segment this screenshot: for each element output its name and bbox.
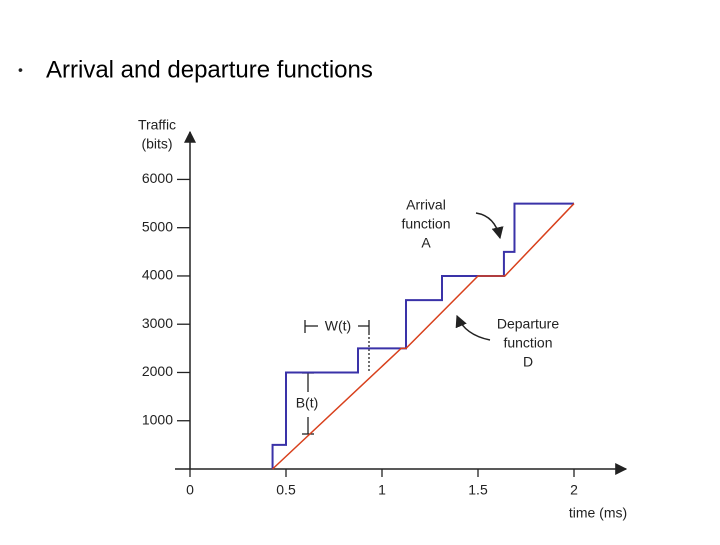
annotation: B(t) — [296, 395, 319, 411]
y-tick-label: 2000 — [142, 363, 173, 379]
y-tick-label: 6000 — [142, 170, 173, 186]
x-tick-label: 1.5 — [468, 482, 488, 498]
y-tick-label: 3000 — [142, 315, 173, 331]
series-annotation: function — [503, 335, 552, 351]
slide-title: Arrival and departure functions — [46, 56, 373, 83]
w-bracket — [304, 320, 370, 373]
series-annotation: Arrival — [406, 197, 446, 213]
y-tick-label: 5000 — [142, 218, 173, 234]
bullet: • — [18, 62, 23, 78]
series-line — [272, 203, 575, 470]
series-annotation: D — [523, 354, 533, 370]
x-tick-label: 2 — [570, 482, 578, 498]
y-tick-label: 1000 — [142, 411, 173, 427]
series-annotation: A — [421, 235, 431, 251]
y-axis-label: (bits) — [141, 136, 172, 152]
x-tick-label: 0.5 — [276, 482, 296, 498]
series-annotation: Departure — [497, 316, 559, 332]
annotation: W(t) — [325, 318, 351, 334]
series-annotation: function — [401, 216, 450, 232]
y-axis-label: Traffic — [138, 117, 176, 133]
series-line — [271, 202, 574, 469]
y-tick-label: 4000 — [142, 267, 173, 283]
x-tick-label: 1 — [378, 482, 386, 498]
arrival-pointer — [475, 212, 504, 240]
x-axis-label: time (ms) — [569, 505, 627, 521]
departure-pointer — [455, 314, 491, 341]
x-tick-label: 0 — [186, 482, 194, 498]
